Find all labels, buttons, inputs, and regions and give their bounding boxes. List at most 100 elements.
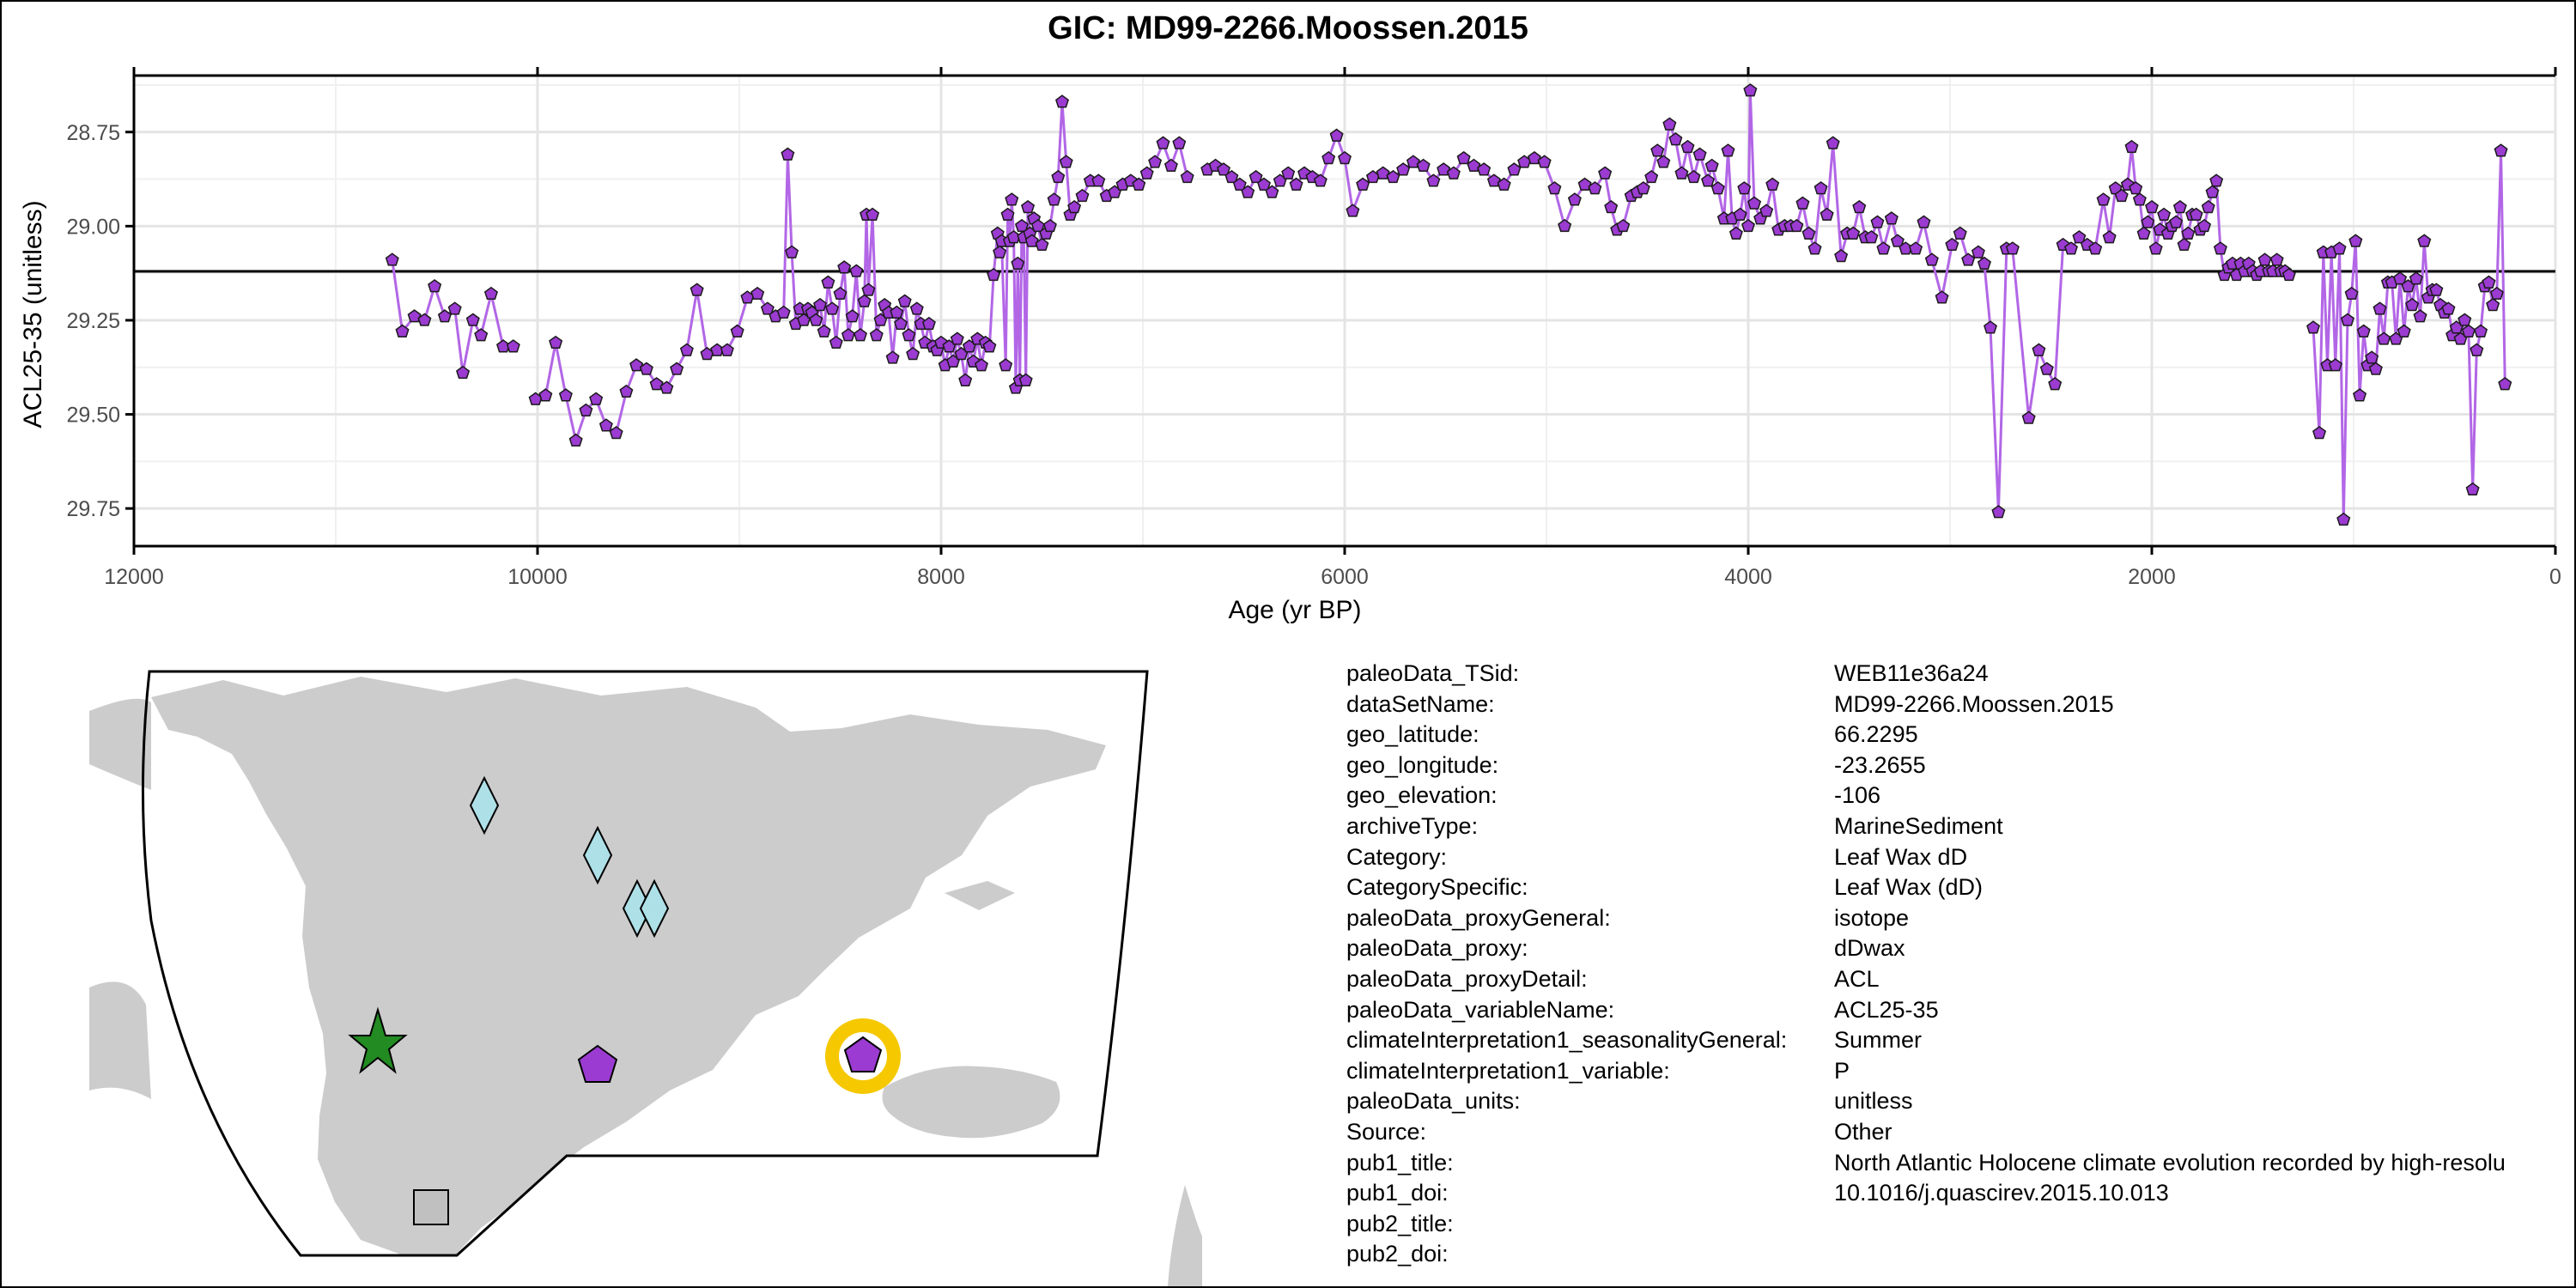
data-point: [1884, 211, 1899, 225]
metadata-value: ACL: [1834, 966, 1880, 992]
data-point: [909, 301, 924, 315]
data-point: [1759, 204, 1774, 217]
data-point: [1338, 150, 1352, 165]
data-point: [817, 324, 831, 337]
data-point: [456, 365, 471, 380]
diamond-marker: [582, 825, 613, 885]
data-point: [2429, 283, 2444, 296]
data-point: [558, 388, 573, 402]
data-point: [2393, 271, 2408, 285]
metadata-value: -106: [1834, 782, 1881, 809]
data-point: [2377, 331, 2391, 345]
data-point: [999, 358, 1013, 372]
data-point: [1917, 215, 1931, 228]
data-point: [1733, 207, 1747, 222]
grid-lines: [132, 75, 2557, 547]
data-point: [885, 350, 900, 364]
data-point: [1035, 237, 1049, 252]
data-point: [1406, 155, 1420, 168]
data-point: [483, 286, 498, 301]
data-point: [1945, 237, 1959, 252]
data-point: [2461, 324, 2476, 337]
data-point: [720, 343, 734, 356]
timeseries-chart: 12000 10000 8000 6000 4000 2000 0 28.75 29.00 29.…: [19, 67, 2561, 624]
x-axis-label: Age (yr BP): [1228, 596, 1361, 624]
data-point: [1067, 199, 1082, 214]
data-point: [1864, 230, 1879, 244]
data-point: [1820, 207, 1834, 222]
data-point: [1148, 155, 1163, 168]
metadata-key: pub1_doi:: [1346, 1180, 1449, 1206]
data-point: [906, 346, 920, 361]
data-point: [609, 426, 623, 440]
data-point: [1507, 162, 1522, 176]
data-point: [2136, 226, 2151, 240]
data-point: [2048, 377, 2063, 391]
data-point: [1558, 218, 1572, 233]
data-point: [465, 313, 480, 326]
data-point: [1163, 158, 1178, 173]
data-point: [1741, 218, 1755, 233]
metadata-key: Source:: [1346, 1119, 1427, 1145]
data-point: [598, 418, 613, 432]
data-point: [2348, 234, 2363, 247]
data-point: [821, 275, 835, 289]
metadata-value: MarineSediment: [1834, 813, 2003, 839]
data-point: [2032, 343, 2046, 356]
data-point: [975, 358, 988, 372]
data-point: [1807, 241, 1822, 255]
data-point: [1692, 147, 1707, 161]
data-point: [1991, 505, 2006, 519]
y-tick-label: 29.50: [66, 404, 120, 428]
metadata-key: CategorySpecific:: [1346, 874, 1528, 901]
y-tick-label: 28.75: [66, 121, 120, 145]
data-point: [2129, 181, 2143, 195]
data-point: [2102, 230, 2117, 244]
metadata-value: Leaf Wax (dD): [1834, 874, 1984, 901]
metadata-key: geo_longitude:: [1346, 751, 1499, 778]
data-point: [2312, 426, 2327, 440]
data-point: [1795, 196, 1810, 210]
x-tick-label: 0: [2549, 565, 2561, 589]
data-point: [474, 328, 489, 342]
data-point: [1217, 162, 1230, 176]
data-point: [1644, 169, 1659, 184]
data-point: [2209, 173, 2224, 187]
star-marker: [348, 1006, 408, 1074]
data-point: [1604, 199, 1619, 214]
data-point: [1024, 234, 1039, 247]
y-tick-label: 29.25: [66, 309, 120, 333]
data-point: [1059, 155, 1073, 168]
data-point: [1527, 150, 1541, 165]
data-point: [690, 283, 704, 296]
data-point: [2039, 361, 2054, 375]
data-point: [2489, 286, 2504, 301]
data-point: [2417, 234, 2432, 247]
data-point: [845, 309, 860, 323]
data-point: [649, 377, 664, 391]
data-point: [1686, 169, 1701, 184]
data-point: [1376, 166, 1390, 179]
data-point: [2281, 267, 2296, 282]
data-point: [1321, 150, 1336, 165]
data-point: [437, 309, 452, 323]
data-point: [2340, 313, 2354, 326]
data-point: [2306, 320, 2320, 334]
data-point: [2096, 192, 2111, 206]
data-point: [776, 305, 791, 319]
data-point: [1042, 218, 1057, 233]
data-point: [2441, 301, 2456, 315]
data-point: [902, 328, 916, 342]
data-point: [2498, 377, 2512, 391]
data-point: [866, 207, 880, 222]
metadata-value: Summer: [1834, 1027, 1923, 1054]
data-point: [1876, 241, 1891, 255]
data-point: [825, 301, 840, 315]
data-point: [861, 283, 876, 296]
metadata-key: pub2_doi:: [1346, 1241, 1449, 1267]
data-point: [1051, 169, 1066, 184]
data-point: [2344, 286, 2359, 301]
data-point: [1047, 192, 1061, 206]
data-point: [833, 286, 848, 301]
data-point: [579, 403, 593, 416]
